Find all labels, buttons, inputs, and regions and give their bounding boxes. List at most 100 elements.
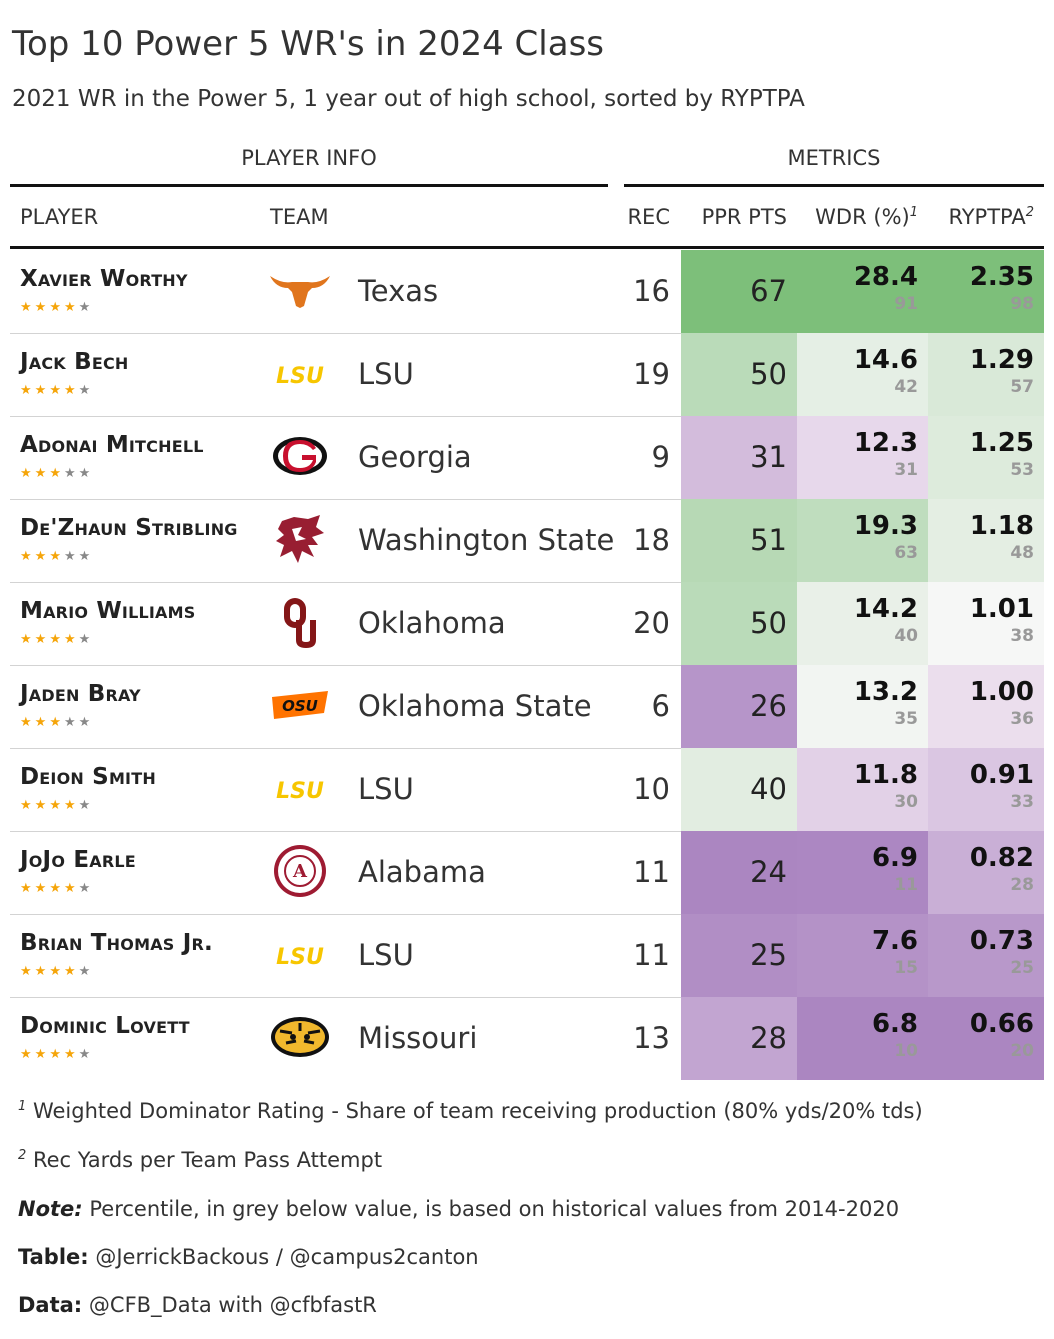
lsu-logo: LSU (268, 345, 332, 401)
ppr-cell: 50 (681, 582, 797, 665)
star-empty-icon: ★ (63, 466, 79, 481)
star-empty-icon: ★ (78, 549, 94, 564)
wdr-value: 28.4 (853, 262, 918, 292)
footnote-1-mark: 1 (18, 1099, 27, 1114)
ryptpa-percentile: 20 (1010, 1041, 1034, 1061)
star-filled-icon: ★ (34, 383, 50, 398)
star-empty-icon: ★ (78, 715, 94, 730)
wdr-percentile: 11 (894, 875, 918, 895)
star-filled-icon: ★ (49, 383, 64, 398)
ppr-value: 31 (750, 440, 787, 474)
footnote-1-text: Weighted Dominator Rating - Share of tea… (32, 1099, 923, 1123)
wdr-value: 7.6 (871, 926, 918, 956)
star-rating: ★★★★★ (20, 798, 93, 813)
player-name: Mario Williams (20, 598, 196, 624)
osu-logo: OSU (268, 677, 332, 733)
footnote-2-mark: 2 (18, 1148, 27, 1163)
rec-value: 13 (633, 1021, 670, 1055)
ppr-value: 28 (750, 1021, 787, 1055)
col-header-ryptpa: RYPTPA2 (918, 205, 1034, 229)
ppr-cell: 31 (681, 416, 797, 499)
wdr-cell: 11.8 30 (797, 748, 928, 831)
player-name: Dominic Lovett (20, 1013, 190, 1039)
ppr-cell: 28 (681, 997, 797, 1080)
col-header-wdr: WDR (%)1 (787, 205, 918, 229)
star-filled-icon: ★ (49, 881, 64, 896)
footnote-2: 2 Rec Yards per Team Pass Attempt (18, 1148, 382, 1172)
star-rating: ★★★★★ (20, 300, 93, 315)
table-credit: Table: @JerrickBackous / @campus2canton (18, 1245, 479, 1269)
star-empty-icon: ★ (78, 466, 94, 481)
ryptpa-percentile: 98 (1010, 294, 1034, 314)
ppr-cell: 51 (681, 499, 797, 582)
ppr-value: 25 (750, 938, 787, 972)
star-empty-icon: ★ (78, 964, 94, 979)
ppr-cell: 26 (681, 665, 797, 748)
star-filled-icon: ★ (63, 632, 79, 647)
ppr-value: 67 (750, 274, 787, 308)
star-filled-icon: ★ (49, 632, 64, 647)
ryptpa-cell: 1.01 38 (928, 582, 1044, 665)
star-rating: ★★★★★ (20, 715, 93, 730)
star-filled-icon: ★ (49, 964, 64, 979)
alabama-seal-logo: A (268, 843, 332, 899)
ryptpa-cell: 1.25 53 (928, 416, 1044, 499)
data-credit: Data: @CFB_Data with @cfbfastR (18, 1293, 377, 1317)
footnote-1: 1 Weighted Dominator Rating - Share of t… (18, 1099, 923, 1123)
player-name: Deion Smith (20, 764, 156, 790)
wdr-cell: 28.4 91 (797, 250, 928, 333)
wdr-percentile: 15 (894, 958, 918, 978)
star-filled-icon: ★ (34, 964, 50, 979)
star-filled-icon: ★ (34, 632, 50, 647)
ryptpa-percentile: 38 (1010, 626, 1034, 646)
spanner-player-info: PLAYER INFO (241, 146, 377, 170)
star-filled-icon: ★ (49, 300, 64, 315)
star-filled-icon: ★ (34, 1047, 50, 1062)
row-divider (10, 582, 1044, 583)
chart-title: Top 10 Power 5 WR's in 2024 Class (12, 24, 604, 64)
spanner-metrics: METRICS (787, 146, 881, 170)
team-name: Oklahoma State (358, 689, 592, 723)
star-empty-icon: ★ (78, 798, 94, 813)
star-filled-icon: ★ (20, 715, 35, 730)
star-filled-icon: ★ (34, 798, 50, 813)
ryptpa-value: 1.01 (969, 594, 1034, 624)
star-empty-icon: ★ (78, 383, 94, 398)
table-row: 31 12.3 31 1.25 53 Adonai Mitchell ★★★★★ Georgi… (10, 416, 1044, 499)
wdr-percentile: 35 (894, 709, 918, 729)
player-name: Adonai Mitchell (20, 432, 204, 458)
player-name: De'Zhaun Stribling (20, 515, 238, 541)
table-row: 24 6.9 11 0.82 28 JoJo Earle ★★★★★ A Alabama 11 (10, 831, 1044, 914)
ryptpa-value: 1.29 (969, 345, 1034, 375)
star-filled-icon: ★ (34, 715, 50, 730)
row-divider (10, 997, 1044, 998)
star-filled-icon: ★ (63, 1047, 79, 1062)
wdr-cell: 6.9 11 (797, 831, 928, 914)
star-rating: ★★★★★ (20, 383, 93, 398)
table-row: 28 6.8 10 0.66 20 Dominic Lovett ★★★★★ Missouri… (10, 997, 1044, 1080)
star-empty-icon: ★ (63, 715, 79, 730)
ryptpa-value: 0.91 (969, 760, 1034, 790)
tiger-logo (268, 1009, 332, 1065)
col-header-wdr-footnote-mark: 1 (909, 205, 918, 220)
wdr-value: 6.8 (871, 1009, 918, 1039)
ryptpa-percentile: 48 (1010, 543, 1034, 563)
chart-subtitle: 2021 WR in the Power 5, 1 year out of hi… (12, 86, 805, 112)
row-divider (10, 665, 1044, 666)
wdr-cell: 7.6 15 (797, 914, 928, 997)
row-divider (10, 333, 1044, 334)
ryptpa-cell: 1.18 48 (928, 499, 1044, 582)
rec-value: 9 (651, 440, 670, 474)
star-filled-icon: ★ (34, 881, 50, 896)
star-filled-icon: ★ (34, 549, 50, 564)
star-filled-icon: ★ (49, 798, 64, 813)
col-header-ppr: PPR PTS (701, 205, 787, 229)
row-divider (10, 914, 1044, 915)
wdr-cell: 14.6 42 (797, 333, 928, 416)
ryptpa-value: 0.66 (969, 1009, 1034, 1039)
ppr-cell: 50 (681, 333, 797, 416)
ryptpa-cell: 0.66 20 (928, 997, 1044, 1080)
star-filled-icon: ★ (20, 798, 35, 813)
georgia-g-logo (268, 428, 332, 484)
spanner-line-player-info (10, 184, 608, 187)
